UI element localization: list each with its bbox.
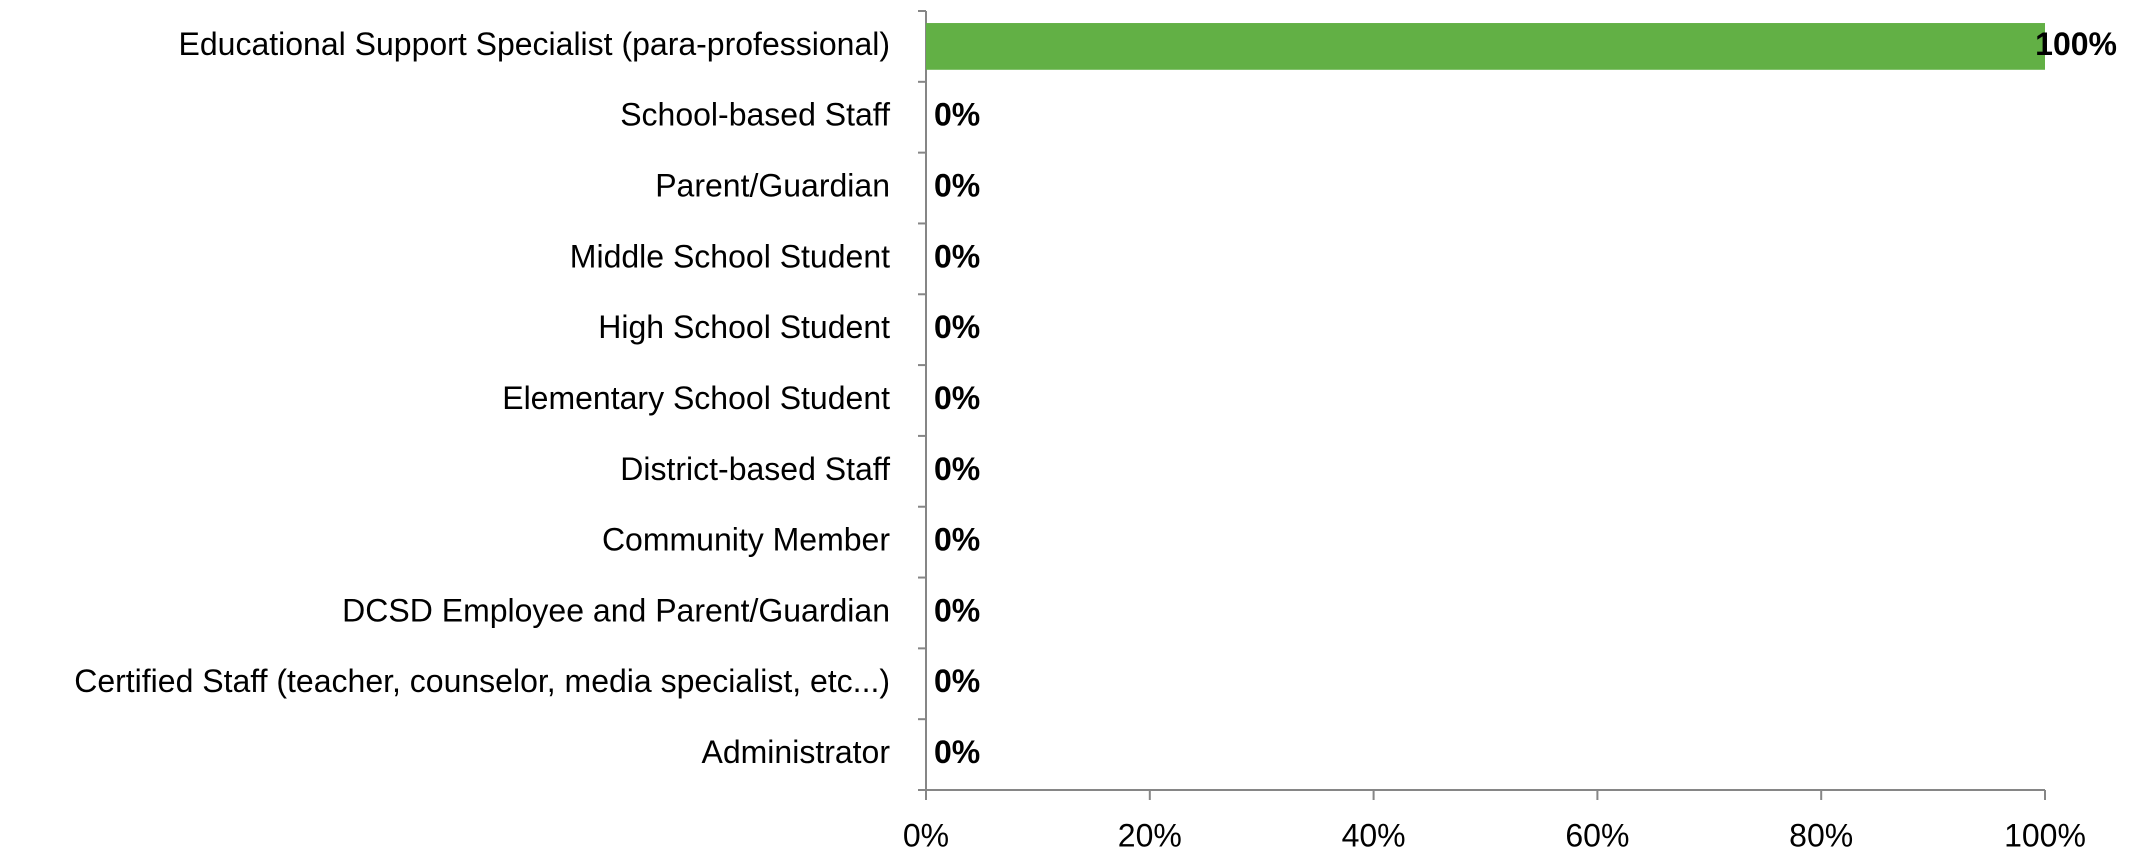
x-tick-label: 100%	[2004, 817, 2086, 849]
value-label: 0%	[934, 309, 980, 345]
value-label: 0%	[934, 97, 980, 133]
y-tick-label: DCSD Employee and Parent/Guardian	[342, 592, 890, 628]
y-tick-label: Parent/Guardian	[655, 167, 890, 203]
x-tick-label: 40%	[1342, 817, 1406, 849]
x-tick-label: 0%	[903, 817, 949, 849]
bar	[926, 23, 2045, 70]
x-tick-label: 20%	[1118, 817, 1182, 849]
y-tick-label: Educational Support Specialist (para-pro…	[179, 26, 891, 62]
value-label: 0%	[934, 592, 980, 628]
value-label: 0%	[934, 734, 980, 770]
value-label: 0%	[934, 522, 980, 558]
value-label: 0%	[934, 167, 980, 203]
y-tick-label: School-based Staff	[620, 97, 890, 133]
x-tick-label: 60%	[1565, 817, 1629, 849]
y-tick-label: Certified Staff (teacher, counselor, med…	[74, 663, 890, 699]
y-tick-label: Administrator	[702, 734, 891, 770]
value-label: 0%	[934, 663, 980, 699]
y-tick-label: District-based Staff	[620, 451, 890, 487]
y-tick-label: Elementary School Student	[502, 380, 890, 416]
y-tick-label: High School Student	[598, 309, 890, 345]
y-tick-label: Community Member	[602, 522, 890, 558]
x-tick-label: 80%	[1789, 817, 1853, 849]
y-tick-label: Middle School Student	[570, 238, 890, 274]
value-label: 0%	[934, 238, 980, 274]
value-label: 0%	[934, 451, 980, 487]
value-label: 100%	[2035, 26, 2117, 62]
value-label: 0%	[934, 380, 980, 416]
